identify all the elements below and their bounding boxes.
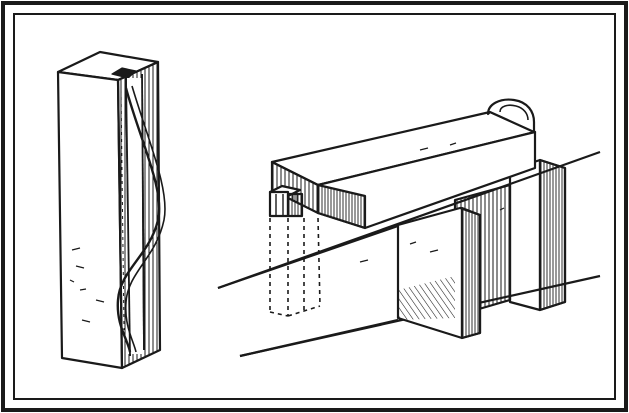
clamp-assembly	[217, 98, 601, 358]
slotted-block	[56, 50, 166, 370]
